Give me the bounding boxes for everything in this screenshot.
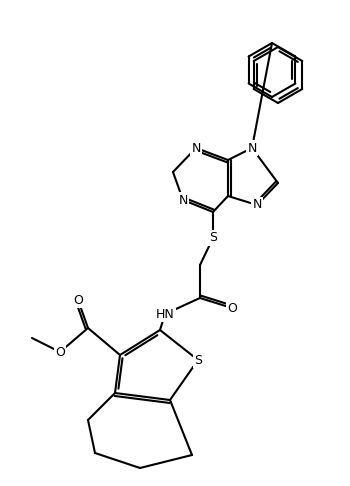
Text: N: N	[247, 141, 257, 155]
Text: O: O	[73, 294, 83, 307]
Text: HN: HN	[156, 308, 174, 320]
Text: S: S	[194, 353, 202, 366]
Text: N: N	[178, 193, 188, 207]
Text: N: N	[252, 198, 262, 211]
Text: N: N	[191, 141, 201, 155]
Text: S: S	[209, 231, 217, 244]
Text: O: O	[227, 301, 237, 314]
Text: O: O	[55, 346, 65, 359]
